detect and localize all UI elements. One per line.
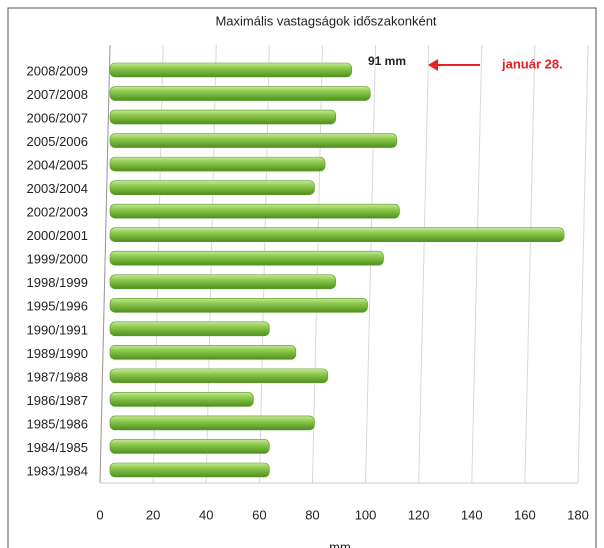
y-tick-label: 1999/2000 — [27, 252, 88, 267]
y-tick-label: 1983/1984 — [27, 463, 88, 478]
grid-line — [418, 44, 430, 484]
chart-title: Maximális vastagságok időszakonként — [215, 13, 436, 28]
bar — [109, 133, 398, 148]
axis-line — [99, 44, 111, 484]
grid-line — [577, 44, 589, 484]
x-tick-label: 80 — [305, 507, 319, 522]
bar — [109, 62, 352, 78]
y-tick-label: 2005/2006 — [27, 134, 88, 149]
y-tick-label: 1990/1991 — [27, 322, 88, 337]
annotation: január 28. — [501, 56, 563, 71]
annotation-arrowhead — [428, 59, 438, 71]
bar — [109, 227, 565, 243]
x-tick-label: 140 — [461, 507, 483, 522]
x-tick-label: 60 — [252, 507, 266, 522]
y-tick-label: 2004/2005 — [27, 158, 88, 173]
x-tick-label: 0 — [96, 507, 103, 522]
y-tick-label: 2003/2004 — [27, 181, 88, 196]
y-tick-label: 2000/2001 — [27, 228, 88, 243]
x-tick-label: 40 — [199, 507, 213, 522]
bar — [109, 180, 315, 195]
x-tick-label: 120 — [408, 507, 430, 522]
bar — [109, 392, 254, 407]
y-tick-label: 2008/2009 — [27, 63, 88, 78]
annotation: 91 mm — [368, 54, 406, 68]
y-tick-label: 2006/2007 — [27, 110, 88, 125]
y-tick-label: 1984/1985 — [27, 440, 88, 455]
y-tick-label: 1989/1990 — [27, 346, 88, 361]
bar — [109, 156, 326, 172]
bar — [109, 250, 384, 266]
y-tick-label: 1986/1987 — [27, 393, 88, 408]
y-tick-label: 2007/2008 — [27, 87, 88, 102]
bar — [109, 345, 297, 360]
x-tick-label: 180 — [567, 507, 589, 522]
y-tick-label: 1987/1988 — [27, 369, 88, 384]
grid-line — [471, 44, 483, 484]
y-tick-label: 1998/1999 — [27, 275, 88, 290]
x-tick-label: 20 — [146, 507, 160, 522]
x-axis-label: mm — [329, 539, 351, 548]
y-tick-label: 1995/1996 — [27, 299, 88, 314]
bar — [109, 439, 270, 454]
x-tick-label: 100 — [355, 507, 377, 522]
bar — [109, 321, 270, 337]
bar — [109, 368, 329, 384]
chart-frame — [7, 7, 597, 548]
bar — [109, 297, 368, 313]
y-tick-label: 1985/1986 — [27, 416, 88, 431]
bar — [109, 203, 400, 219]
bar — [109, 415, 315, 431]
bar — [109, 274, 337, 290]
grid-line — [524, 44, 536, 484]
bar — [109, 109, 337, 125]
bar — [109, 462, 270, 478]
x-tick-label: 160 — [514, 507, 536, 522]
y-tick-label: 2002/2003 — [27, 205, 88, 220]
bar — [109, 86, 371, 101]
